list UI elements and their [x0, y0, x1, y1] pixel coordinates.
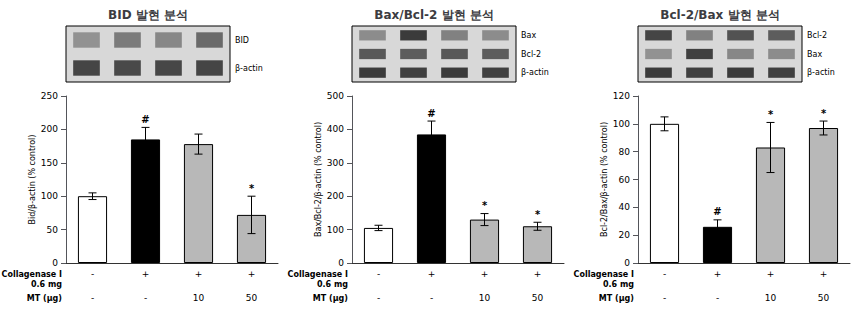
svg-text:β-actin: β-actin: [807, 68, 835, 77]
svg-text:+: +: [714, 269, 722, 279]
svg-text:0.6 mg: 0.6 mg: [31, 280, 62, 289]
svg-text:200: 200: [41, 124, 58, 134]
svg-text:-: -: [663, 269, 666, 279]
svg-text:Bax: Bax: [807, 50, 822, 59]
svg-text:50: 50: [47, 225, 59, 235]
svg-text:80: 80: [619, 147, 631, 157]
svg-text:*: *: [768, 109, 774, 120]
svg-text:MT (μg): MT (μg): [27, 294, 62, 303]
svg-text:+: +: [428, 269, 436, 279]
svg-text:120: 120: [613, 91, 630, 101]
svg-text:#: #: [713, 206, 721, 217]
svg-text:+: +: [820, 269, 828, 279]
svg-text:Bax: Bax: [521, 31, 536, 40]
svg-text:10: 10: [193, 293, 205, 303]
svg-text:-: -: [144, 293, 147, 303]
svg-text:+: +: [767, 269, 775, 279]
svg-text:Collagenase I: Collagenase I: [288, 270, 348, 279]
svg-text:40: 40: [619, 202, 631, 212]
svg-text:10: 10: [479, 293, 491, 303]
svg-text:+: +: [195, 269, 203, 279]
svg-text:#: #: [427, 108, 435, 119]
svg-text:Bax/Bcl-2 발현 분석: Bax/Bcl-2 발현 분석: [374, 8, 493, 22]
svg-text:250: 250: [41, 91, 58, 101]
svg-text:100: 100: [41, 191, 58, 201]
svg-text:-: -: [716, 293, 719, 303]
svg-text:+: +: [481, 269, 489, 279]
svg-text:*: *: [535, 209, 541, 220]
svg-text:*: *: [249, 183, 255, 194]
svg-text:20: 20: [619, 230, 631, 240]
svg-text:*: *: [821, 108, 827, 119]
svg-text:-: -: [91, 269, 94, 279]
svg-text:Bax/Bcl-2/β-actin (% control): Bax/Bcl-2/β-actin (% control): [314, 122, 323, 237]
svg-text:500: 500: [327, 91, 344, 101]
svg-text:MT (μg): MT (μg): [313, 294, 348, 303]
svg-text:150: 150: [41, 158, 58, 168]
svg-text:300: 300: [327, 158, 344, 168]
svg-text:400: 400: [327, 124, 344, 134]
svg-text:50: 50: [818, 293, 830, 303]
svg-text:-: -: [663, 293, 666, 303]
svg-text:50: 50: [246, 293, 258, 303]
svg-text:β-actin: β-actin: [521, 68, 549, 77]
svg-text:0: 0: [624, 258, 630, 268]
svg-text:Collagenase I: Collagenase I: [574, 270, 634, 279]
svg-text:Bcl-2/Bax/β-actin (% control): Bcl-2/Bax/β-actin (% control): [600, 122, 609, 237]
svg-text:0: 0: [52, 258, 58, 268]
svg-text:BID 발현 분석: BID 발현 분석: [108, 8, 188, 22]
svg-text:0.6 mg: 0.6 mg: [603, 280, 634, 289]
svg-text:Bcl-2/Bax 발현 분석: Bcl-2/Bax 발현 분석: [660, 8, 779, 22]
svg-text:50: 50: [532, 293, 544, 303]
svg-text:β-actin: β-actin: [235, 64, 263, 73]
svg-text:Bcl-2: Bcl-2: [521, 50, 541, 59]
svg-text:Bid/β-actin (% control): Bid/β-actin (% control): [28, 135, 37, 225]
svg-text:Bcl-2: Bcl-2: [807, 31, 827, 40]
svg-text:-: -: [377, 293, 380, 303]
svg-text:-: -: [91, 293, 94, 303]
svg-text:+: +: [142, 269, 150, 279]
svg-text:BID: BID: [235, 36, 249, 45]
svg-text:+: +: [248, 269, 256, 279]
svg-text:-: -: [430, 293, 433, 303]
svg-text:Collagenase I: Collagenase I: [2, 270, 62, 279]
svg-text:100: 100: [613, 119, 630, 129]
svg-text:*: *: [482, 200, 488, 211]
svg-text:0: 0: [338, 258, 344, 268]
svg-text:+: +: [534, 269, 542, 279]
svg-text:-: -: [377, 269, 380, 279]
svg-text:60: 60: [619, 175, 631, 185]
svg-text:0.6 mg: 0.6 mg: [317, 280, 348, 289]
svg-text:200: 200: [327, 191, 344, 201]
svg-text:100: 100: [327, 225, 344, 235]
svg-text:#: #: [141, 114, 149, 125]
svg-text:10: 10: [765, 293, 777, 303]
svg-text:MT (μg): MT (μg): [599, 294, 634, 303]
